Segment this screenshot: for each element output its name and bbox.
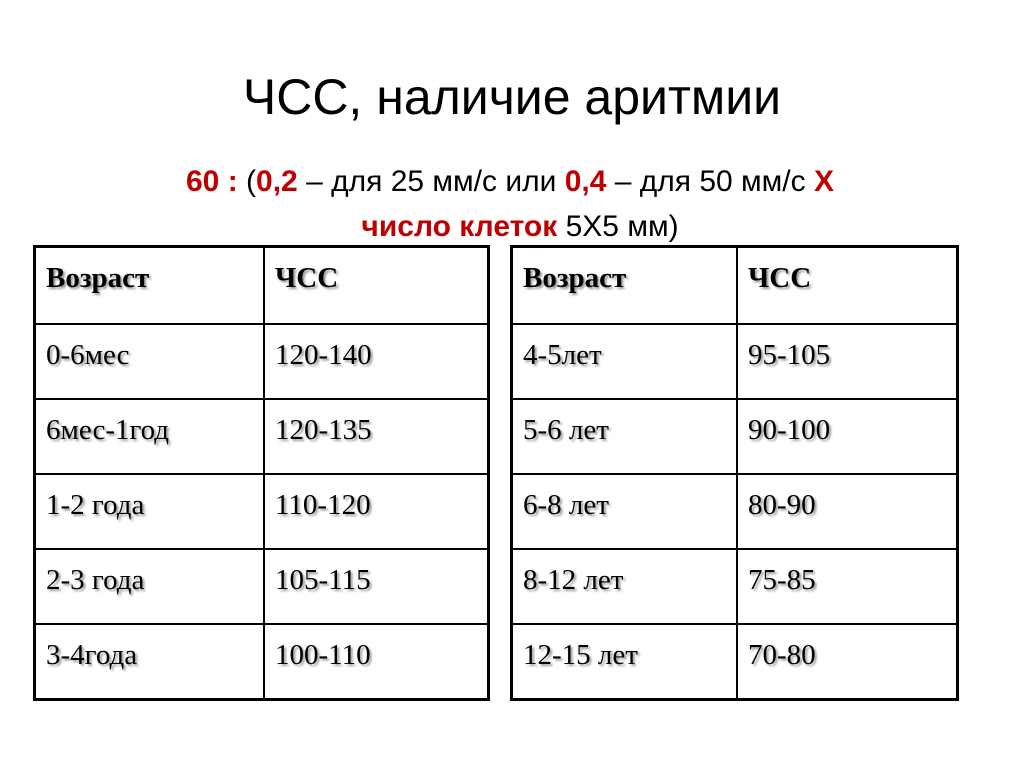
age-cell: 0-6мес xyxy=(33,323,265,400)
heart-rate-table-left: Возраст ЧСС 0-6мес 120-140 6мес-1год 120-135 1… xyxy=(33,245,490,701)
formula-part: – для 50 мм/с xyxy=(606,165,814,198)
table-row: 1-2 года 110-120 xyxy=(33,473,490,550)
age-cell: 6мес-1год xyxy=(33,398,265,475)
age-cell: 4-5лет xyxy=(510,323,738,400)
heart-rate-cell: 75-85 xyxy=(736,548,959,625)
formula-part: Х xyxy=(813,165,834,198)
table-row: 4-5лет 95-105 xyxy=(510,323,959,400)
formula-line-2: число клеток 5Х5 мм) xyxy=(70,207,970,247)
age-cell: 5-6 лет xyxy=(510,398,738,475)
heart-rate-cell: 110-120 xyxy=(263,473,490,550)
heart-rate-cell: 100-110 xyxy=(263,623,490,701)
heart-rate-cell: 105-115 xyxy=(263,548,490,625)
table-row: 3-4года 100-110 xyxy=(33,623,490,701)
age-cell: 6-8 лет xyxy=(510,473,738,550)
table-row: 8-12 лет 75-85 xyxy=(510,548,959,625)
heart-rate-cell: 120-135 xyxy=(263,398,490,475)
table-row: 6-8 лет 80-90 xyxy=(510,473,959,550)
formula-part: число клеток xyxy=(361,210,558,243)
heart-rate-cell: 70-80 xyxy=(736,623,959,701)
heart-rate-cell: 120-140 xyxy=(263,323,490,400)
formula-part: ( xyxy=(246,165,257,198)
column-header: Возраст xyxy=(33,245,265,325)
column-header: ЧСС xyxy=(263,245,490,325)
age-cell: 1-2 года xyxy=(33,473,265,550)
age-cell: 3-4года xyxy=(33,623,265,701)
header-row: Возраст ЧСС xyxy=(510,245,959,325)
table-row: 5-6 лет 90-100 xyxy=(510,398,959,475)
age-cell: 12-15 лет xyxy=(510,623,738,701)
table-row: 12-15 лет 70-80 xyxy=(510,623,959,701)
column-header: ЧСС xyxy=(736,245,959,325)
age-cell: 8-12 лет xyxy=(510,548,738,625)
table-row: 0-6мес 120-140 xyxy=(33,323,490,400)
formula-part: – для 25 мм/с или xyxy=(297,165,565,198)
formula-part: 0,2 xyxy=(256,165,298,198)
formula-line-1: 60 : (0,2 – для 25 мм/с или 0,4 – для 50… xyxy=(60,162,960,202)
age-cell: 2-3 года xyxy=(33,548,265,625)
heart-rate-cell: 90-100 xyxy=(736,398,959,475)
table-row: 2-3 года 105-115 xyxy=(33,548,490,625)
heart-rate-cell: 80-90 xyxy=(736,473,959,550)
slide-title: ЧСС, наличие аритмии xyxy=(242,69,782,125)
formula-part: 0,4 xyxy=(564,165,607,198)
formula-part: 5Х5 мм) xyxy=(557,210,679,243)
column-header: Возраст xyxy=(510,245,738,325)
heart-rate-table-right: Возраст ЧСС 4-5лет 95-105 5-6 лет 90-100 6-8 л… xyxy=(510,245,959,701)
table-row: 6мес-1год 120-135 xyxy=(33,398,490,475)
heart-rate-cell: 95-105 xyxy=(736,323,959,400)
formula-part: 60 : xyxy=(186,165,247,198)
header-row: Возраст ЧСС xyxy=(33,245,490,325)
